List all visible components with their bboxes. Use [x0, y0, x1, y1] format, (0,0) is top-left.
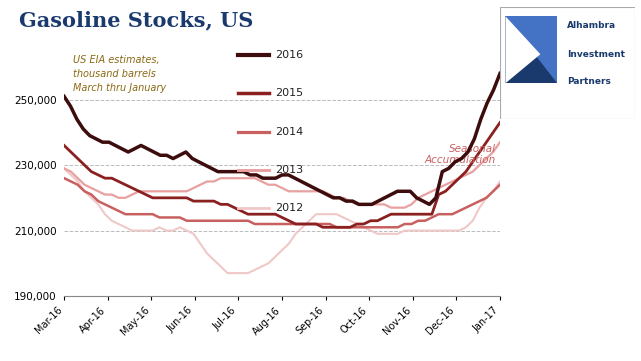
- Text: 2012: 2012: [276, 203, 304, 213]
- Text: Alhambra: Alhambra: [567, 21, 617, 30]
- Text: 2015: 2015: [276, 88, 304, 99]
- Text: US EIA estimates,
thousand barrels
March thru January: US EIA estimates, thousand barrels March…: [73, 56, 166, 93]
- Polygon shape: [505, 16, 556, 83]
- Text: Investment: Investment: [567, 50, 625, 59]
- Text: Partners: Partners: [567, 77, 611, 86]
- Text: 2014: 2014: [276, 127, 304, 136]
- Text: Gasoline Stocks, US: Gasoline Stocks, US: [19, 11, 254, 31]
- Text: Seasonal
Accumulation: Seasonal Accumulation: [424, 144, 495, 165]
- Polygon shape: [505, 16, 540, 83]
- Bar: [503, 13, 559, 86]
- Bar: [505, 16, 556, 83]
- Text: 2013: 2013: [276, 165, 304, 175]
- Text: 2016: 2016: [276, 51, 304, 60]
